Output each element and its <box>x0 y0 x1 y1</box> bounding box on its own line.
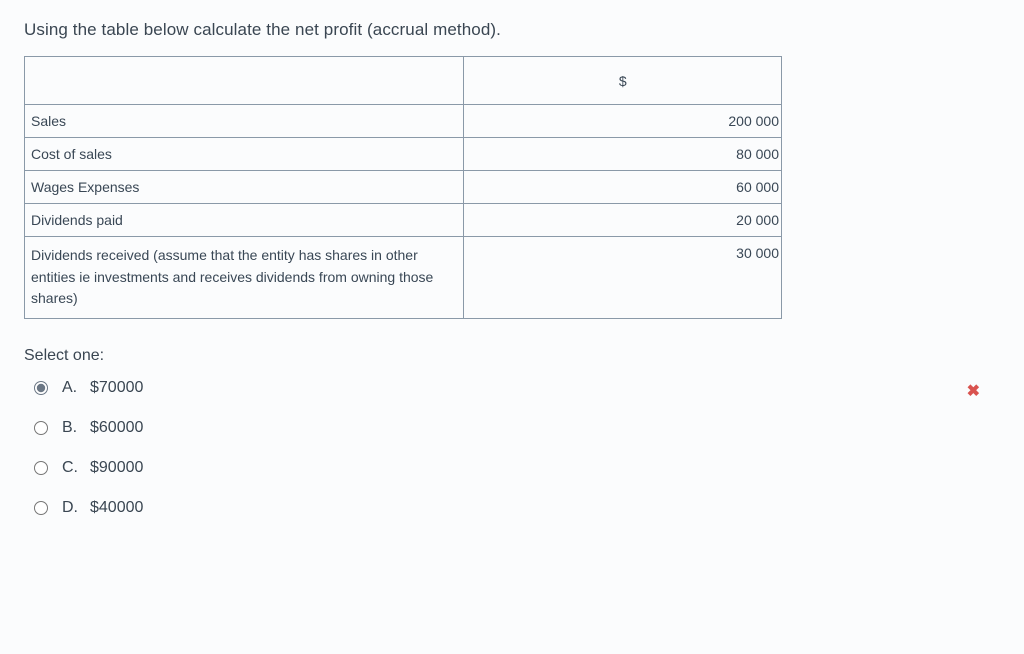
data-table: $ Sales 200 000 Cost of sales 80 000 Wag… <box>24 56 782 319</box>
option-d[interactable]: D. $40000 <box>24 499 1000 517</box>
row-label: Dividends received (assume that the enti… <box>25 237 464 319</box>
row-value: 20 000 <box>464 204 782 237</box>
row-value: 80 000 <box>464 138 782 171</box>
option-b-radio[interactable] <box>34 421 48 435</box>
table-row: Sales 200 000 <box>25 105 782 138</box>
option-b[interactable]: B. $60000 <box>24 419 1000 437</box>
table-row: Dividends received (assume that the enti… <box>25 237 782 319</box>
table-row: Cost of sales 80 000 <box>25 138 782 171</box>
select-one-label: Select one: <box>24 347 1000 365</box>
row-value: 30 000 <box>464 237 782 319</box>
table-header-label <box>25 57 464 105</box>
table-row: Dividends paid 20 000 <box>25 204 782 237</box>
option-d-text: $40000 <box>90 499 143 517</box>
option-c[interactable]: C. $90000 <box>24 459 1000 477</box>
option-a[interactable]: A. $70000 ✖ <box>24 379 1000 397</box>
option-c-letter: C. <box>62 459 82 477</box>
row-label: Wages Expenses <box>25 171 464 204</box>
option-d-letter: D. <box>62 499 82 517</box>
row-label: Sales <box>25 105 464 138</box>
option-c-text: $90000 <box>90 459 143 477</box>
option-b-letter: B. <box>62 419 82 437</box>
option-a-text: $70000 <box>90 379 143 397</box>
option-a-radio[interactable] <box>34 381 48 395</box>
question-text: Using the table below calculate the net … <box>24 20 1000 40</box>
row-value: 60 000 <box>464 171 782 204</box>
row-label: Cost of sales <box>25 138 464 171</box>
incorrect-icon: ✖ <box>967 381 980 401</box>
table-header-value: $ <box>464 57 782 105</box>
row-value: 200 000 <box>464 105 782 138</box>
option-c-radio[interactable] <box>34 461 48 475</box>
table-row: Wages Expenses 60 000 <box>25 171 782 204</box>
option-b-text: $60000 <box>90 419 143 437</box>
options-group: A. $70000 ✖ B. $60000 C. $90000 D. $4000… <box>24 379 1000 517</box>
option-d-radio[interactable] <box>34 501 48 515</box>
row-label: Dividends paid <box>25 204 464 237</box>
option-a-letter: A. <box>62 379 82 397</box>
